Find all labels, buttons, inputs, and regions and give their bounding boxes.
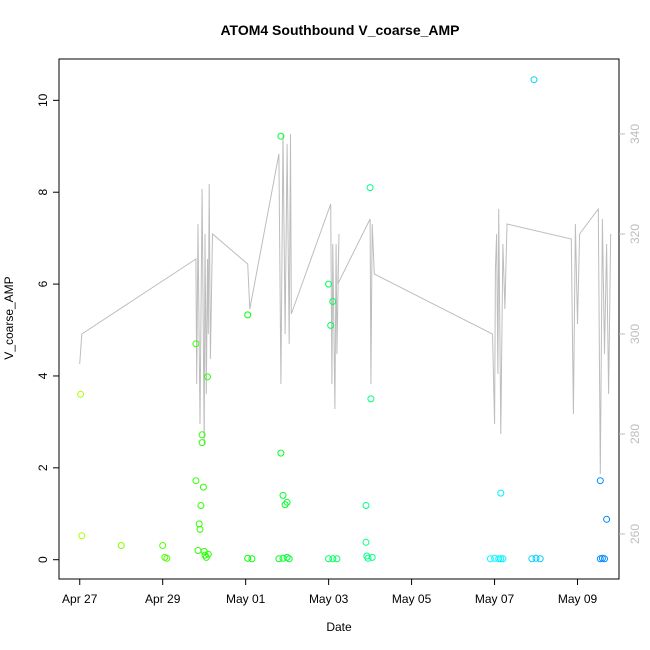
y-tick-label: 8 (36, 189, 50, 196)
data-point (248, 555, 256, 563)
chart-title: ATOM4 Southbound V_coarse_AMP (220, 22, 459, 38)
data-point (281, 501, 289, 509)
x-tick-label: May 09 (558, 592, 598, 606)
data-point (333, 555, 341, 563)
data-point (495, 555, 503, 563)
data-point (530, 76, 538, 84)
data-point (596, 477, 604, 485)
x-tick-label: May 05 (392, 592, 432, 606)
data-point (603, 515, 611, 523)
data-point (362, 538, 370, 546)
data-point (325, 280, 333, 288)
data-point (366, 184, 374, 192)
y-tick-label: 6 (36, 280, 50, 287)
data-point (532, 554, 540, 562)
x-tick-label: Apr 29 (145, 592, 181, 606)
data-point (78, 532, 86, 540)
data-point (327, 321, 335, 329)
right-tick-label: 260 (628, 524, 642, 544)
x-tick-label: May 03 (309, 592, 349, 606)
data-point (275, 555, 283, 563)
data-point (244, 554, 252, 562)
right-axis: 260 280 300 320 340 (619, 124, 642, 544)
data-point (364, 554, 372, 562)
x-axis-label: Date (326, 620, 352, 634)
plot-frame (58, 58, 620, 580)
data-point (204, 373, 211, 381)
data-point (536, 555, 544, 563)
data-point (283, 498, 291, 506)
line-series-path (79, 133, 612, 475)
data-point (192, 340, 200, 348)
data-point (325, 555, 333, 563)
data-point (279, 554, 287, 562)
data-point (197, 502, 205, 509)
data-point (277, 132, 285, 140)
y-tick-label: 10 (36, 93, 50, 107)
data-point (367, 395, 375, 403)
data-point (279, 491, 287, 499)
data-point (499, 555, 507, 563)
right-tick-label: 280 (628, 424, 642, 444)
data-point (362, 502, 370, 509)
data-point (285, 555, 293, 563)
y-tick-label: 2 (36, 464, 50, 471)
data-point (329, 555, 337, 563)
data-point (486, 555, 494, 563)
data-point (244, 311, 252, 319)
x-tick-label: May 07 (475, 592, 515, 606)
right-tick-label: 320 (628, 224, 642, 244)
data-point (497, 555, 505, 563)
data-point (163, 554, 171, 562)
left-axis: 0 2 4 6 8 10 (36, 93, 59, 563)
data-point (204, 550, 212, 558)
data-point (117, 542, 125, 549)
y-tick-label: 4 (36, 372, 50, 379)
data-point (528, 555, 536, 563)
y-axis-label: V_coarse_AMP (2, 276, 16, 359)
data-point (194, 547, 202, 554)
data-point (198, 439, 206, 447)
data-point (196, 525, 204, 533)
data-point (601, 555, 608, 563)
data-point (192, 477, 200, 485)
data-point (199, 483, 207, 491)
line-series (79, 133, 612, 475)
data-point (368, 553, 376, 561)
point-series (77, 76, 611, 563)
x-tick-label: Apr 27 (62, 592, 98, 606)
right-tick-label: 300 (628, 324, 642, 344)
bottom-axis: Apr 27 Apr 29 May 01 May 03 May 05 May 07 May … (62, 579, 598, 606)
data-point (277, 449, 285, 457)
data-point (329, 298, 337, 305)
data-point (159, 542, 167, 549)
data-point (497, 489, 505, 497)
x-tick-label: May 01 (226, 592, 266, 606)
data-point (77, 390, 85, 398)
right-tick-label: 340 (628, 124, 642, 144)
data-point (198, 431, 206, 439)
y-tick-label: 0 (36, 556, 50, 563)
